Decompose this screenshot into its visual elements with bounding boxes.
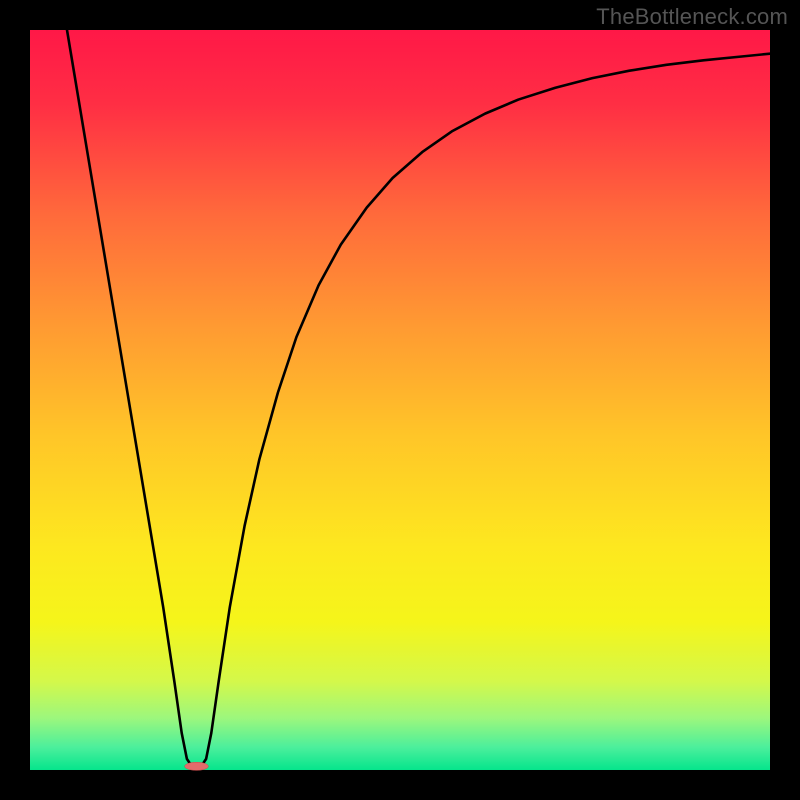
- bottleneck-chart: [0, 0, 800, 800]
- chart-gradient-bg: [30, 30, 770, 770]
- chart-container: TheBottleneck.com: [0, 0, 800, 800]
- optimal-point-marker: [185, 762, 209, 770]
